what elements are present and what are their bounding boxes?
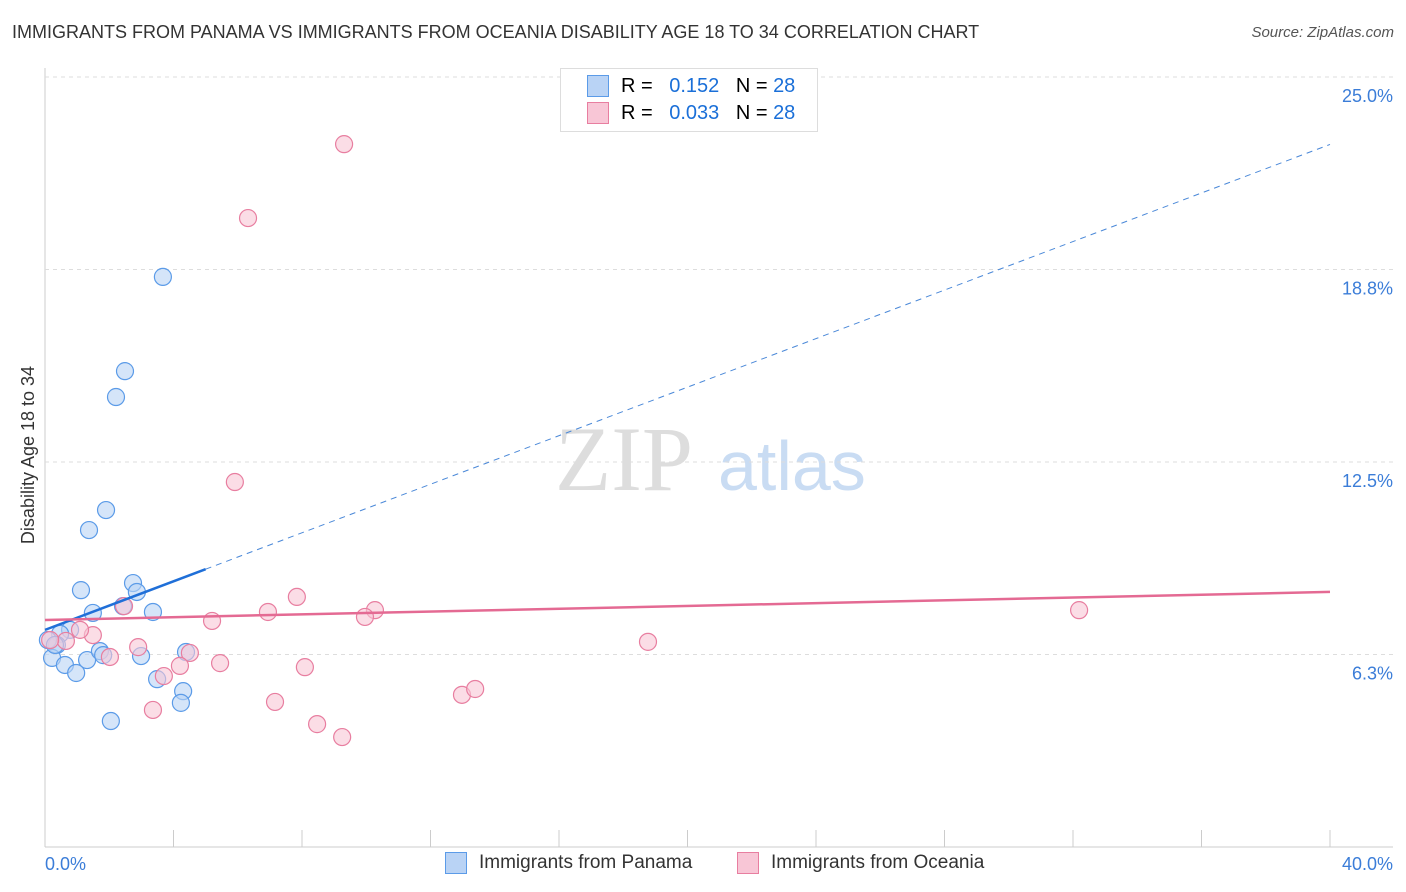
oceania-point: [56, 631, 75, 651]
oceania-point: [307, 715, 327, 734]
n-label: N =: [735, 74, 768, 97]
oceania-point: [1070, 601, 1089, 620]
chart-title: IMMIGRANTS FROM PANAMA VS IMMIGRANTS FRO…: [12, 22, 980, 42]
panama-point: [106, 387, 126, 407]
oceania-point: [466, 679, 485, 699]
oceania-point: [180, 643, 199, 663]
oceania-point: [334, 135, 354, 154]
oceania-point: [258, 602, 278, 622]
panama-point: [171, 693, 190, 712]
y-tick-label: 25.0%: [1342, 86, 1393, 106]
oceania-point: [170, 656, 190, 675]
panama-point: [115, 362, 135, 381]
oceania-point: [154, 666, 173, 686]
panama-point: [79, 520, 99, 540]
oceania-point: [100, 647, 119, 667]
n-value: 28: [773, 74, 796, 97]
oceania-point: [287, 587, 306, 607]
panama-point: [143, 602, 163, 622]
n-value: 28: [773, 101, 796, 124]
oceania-point: [129, 638, 148, 657]
oceania-point: [143, 700, 163, 720]
oceania-point: [70, 620, 90, 639]
legend-row-oceania: R = 0.033 N = 28: [587, 100, 795, 126]
oceania-point: [355, 607, 375, 627]
r-label: R =: [621, 101, 653, 124]
panama-point: [96, 500, 116, 520]
n-label: N =: [735, 101, 768, 124]
r-value: 0.152: [669, 74, 720, 97]
legend-item-panama: Immigrants from Panama: [445, 852, 692, 874]
stats-legend: R = 0.152 N = 28 R = 0.033 N = 28: [560, 68, 818, 132]
panama-point: [67, 663, 86, 683]
r-value: 0.033: [669, 101, 720, 124]
y-tick-label: 6.3%: [1352, 664, 1393, 684]
legend-row-panama: R = 0.152 N = 28: [587, 73, 795, 99]
x-tick-max: 40.0%: [1342, 854, 1393, 874]
y-tick-label: 18.8%: [1342, 279, 1393, 299]
oceania-point: [238, 208, 258, 228]
panama-trend-extension: [205, 143, 1331, 570]
oceania-point: [41, 630, 60, 650]
panama-swatch: [587, 75, 609, 97]
watermark-zip: ZIP: [555, 408, 693, 510]
panama-point: [71, 581, 91, 600]
oceania-point: [210, 654, 230, 673]
x-tick-min: 0.0%: [45, 854, 86, 874]
oceania-point: [333, 727, 352, 747]
legend-label: Immigrants from Panama: [479, 852, 693, 873]
watermark-atlas: atlas: [718, 427, 866, 505]
oceania-point: [295, 658, 314, 677]
y-axis-label: Disability Age 18 to 34: [18, 366, 38, 544]
legend-item-oceania: Immigrants from Oceania: [737, 852, 984, 874]
source-label: Source: ZipAtlas.com: [1251, 24, 1394, 41]
legend-label: Immigrants from Oceania: [771, 852, 985, 873]
y-tick-label: 12.5%: [1342, 471, 1393, 491]
oceania-point: [225, 472, 244, 492]
panama-point: [101, 711, 120, 731]
oceania-swatch: [587, 102, 609, 124]
oceania-point: [265, 692, 285, 712]
oceania-trend-line: [44, 590, 1331, 622]
r-label: R =: [621, 74, 653, 97]
oceania-point: [638, 632, 658, 651]
panama-point: [153, 267, 172, 286]
